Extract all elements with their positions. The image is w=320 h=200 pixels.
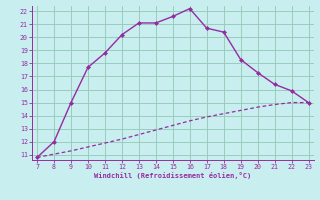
- X-axis label: Windchill (Refroidissement éolien,°C): Windchill (Refroidissement éolien,°C): [94, 172, 252, 179]
